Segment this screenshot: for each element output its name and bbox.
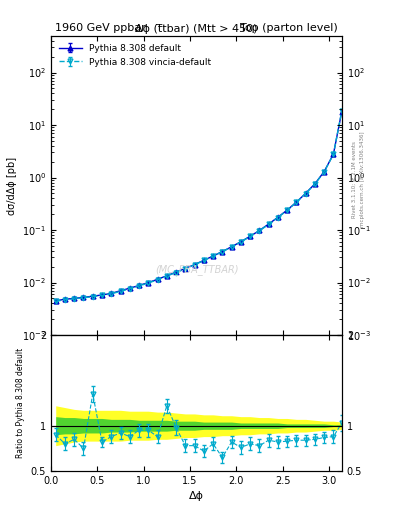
Text: 1960 GeV ppbar: 1960 GeV ppbar bbox=[55, 23, 146, 33]
X-axis label: Δϕ: Δϕ bbox=[189, 492, 204, 501]
Y-axis label: dσ/dΔϕ [pb]: dσ/dΔϕ [pb] bbox=[7, 156, 17, 215]
Text: Rivet 3.1.10; ≥ 2.1M events: Rivet 3.1.10; ≥ 2.1M events bbox=[352, 141, 357, 218]
Y-axis label: Ratio to Pythia 8.308 default: Ratio to Pythia 8.308 default bbox=[16, 348, 25, 458]
Title: Δϕ (t̅tbar) (Mtt > 450): Δϕ (t̅tbar) (Mtt > 450) bbox=[135, 24, 258, 34]
Text: Top (parton level): Top (parton level) bbox=[240, 23, 338, 33]
Text: (MC_FBA_TTBAR): (MC_FBA_TTBAR) bbox=[155, 264, 238, 274]
Text: mcplots.cern.ch [arXiv:1306.3436]: mcplots.cern.ch [arXiv:1306.3436] bbox=[360, 132, 365, 227]
Legend: Pythia 8.308 default, Pythia 8.308 vincia-default: Pythia 8.308 default, Pythia 8.308 vinci… bbox=[55, 40, 215, 70]
